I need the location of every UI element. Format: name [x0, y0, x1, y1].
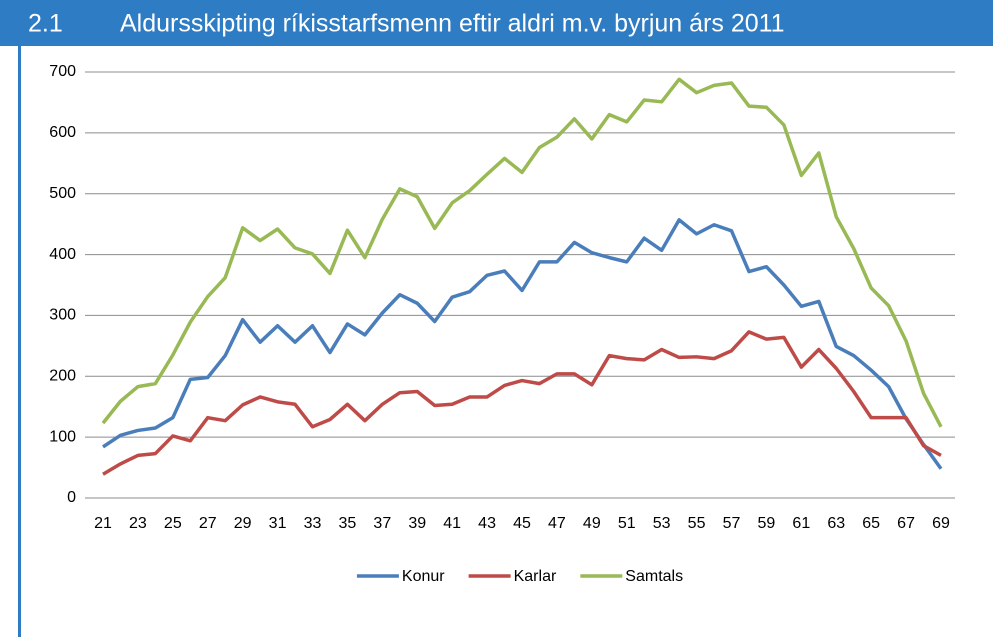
- x-tick-label: 37: [373, 515, 391, 532]
- left-border: [18, 46, 21, 637]
- chart-title: Aldursskipting ríkisstarfsmenn eftir ald…: [120, 10, 785, 38]
- x-tick-label: 53: [653, 515, 671, 532]
- y-tick-label: 200: [49, 368, 76, 385]
- x-tick-label: 35: [339, 515, 357, 532]
- line: [102, 330, 942, 476]
- x-tick-label: 59: [758, 515, 776, 532]
- x-tick-label: 63: [827, 515, 845, 532]
- x-tick-label: 43: [478, 515, 496, 532]
- x-tick-label: 65: [862, 515, 880, 532]
- legend-label: Karlar: [514, 568, 557, 585]
- legend-label: Konur: [402, 568, 445, 585]
- x-tick-label: 39: [408, 515, 426, 532]
- x-tick-label: 25: [164, 515, 182, 532]
- x-tick-label: 31: [269, 515, 287, 532]
- section-number: 2.1: [28, 10, 63, 38]
- line: [102, 218, 943, 470]
- legend-label: Samtals: [625, 568, 683, 585]
- y-tick-label: 700: [49, 63, 76, 80]
- y-tick-label: 0: [67, 489, 76, 506]
- x-tick-label: 29: [234, 515, 252, 532]
- x-tick-label: 23: [129, 515, 147, 532]
- x-tick-label: 57: [723, 515, 741, 532]
- x-tick-label: 47: [548, 515, 566, 532]
- y-tick-label: 400: [49, 246, 76, 263]
- x-tick-label: 55: [688, 515, 706, 532]
- x-tick-label: 61: [792, 515, 810, 532]
- x-tick-label: 27: [199, 515, 217, 532]
- x-tick-label: 41: [443, 515, 461, 532]
- y-tick-label: 500: [49, 185, 76, 202]
- y-tick-label: 300: [49, 307, 76, 324]
- x-tick-label: 45: [513, 515, 531, 532]
- line: [101, 77, 943, 428]
- header-bar: [0, 0, 993, 46]
- y-tick-label: 600: [49, 124, 76, 141]
- x-tick-label: 69: [932, 515, 950, 532]
- x-tick-label: 51: [618, 515, 636, 532]
- y-tick-label: 100: [49, 428, 76, 445]
- x-tick-label: 21: [94, 515, 112, 532]
- x-tick-label: 33: [304, 515, 322, 532]
- x-tick-label: 67: [897, 515, 915, 532]
- x-tick-label: 49: [583, 515, 601, 532]
